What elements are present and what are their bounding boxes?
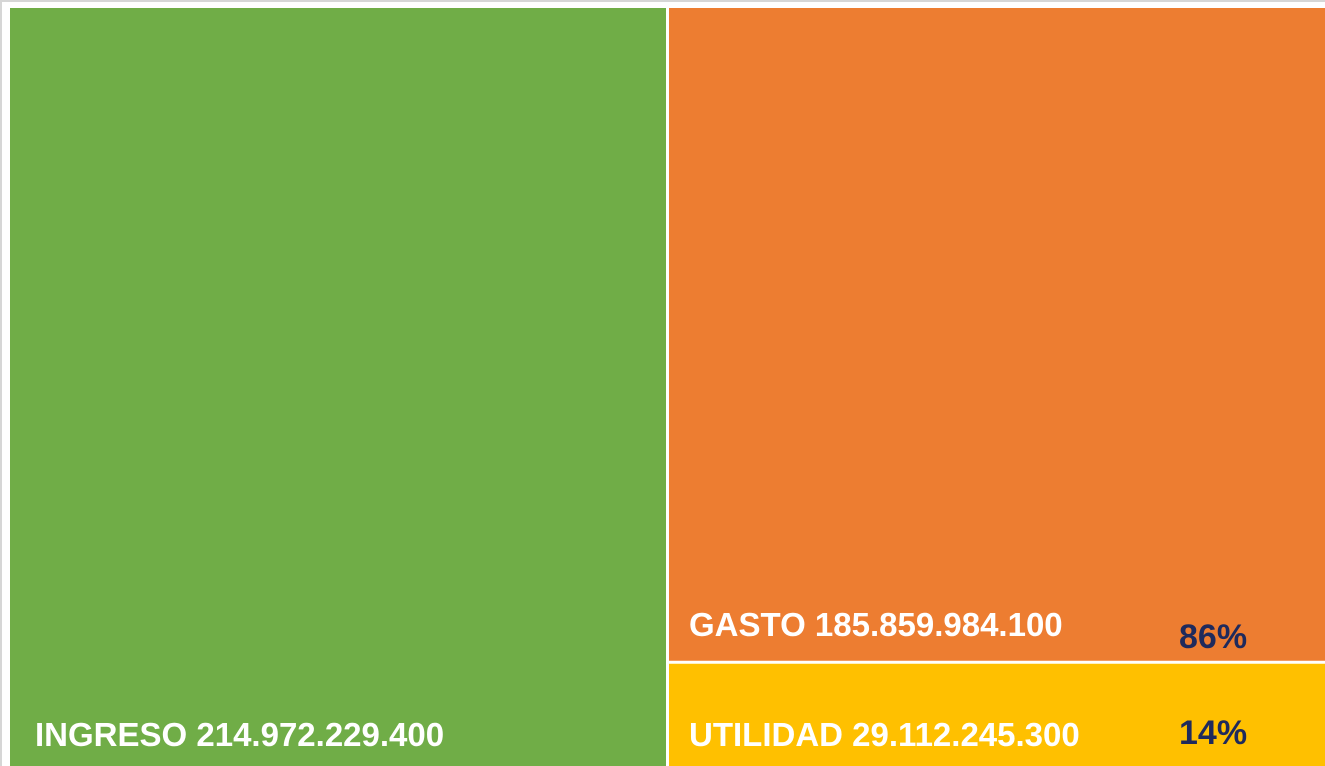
treemap-tile: [669, 8, 1325, 661]
value-label: 185.859.984.100: [815, 606, 1063, 643]
tile-label: GASTO 185.859.984.100: [689, 606, 1063, 643]
treemap-tile: [669, 663, 1325, 766]
tile-label: UTILIDAD 29.112.245.300: [689, 716, 1080, 753]
value-label: 214.972.229.400: [196, 716, 444, 753]
category-label: INGRESO: [35, 716, 187, 753]
category-label: GASTO: [689, 606, 806, 643]
tile-label: INGRESO 214.972.229.400: [35, 716, 444, 753]
value-label: 29.112.245.300: [852, 716, 1080, 753]
treemap-tile: [10, 8, 666, 766]
category-label: UTILIDAD: [689, 716, 843, 753]
share-label: 86%: [1179, 618, 1247, 656]
share-label: 14%: [1179, 714, 1247, 752]
